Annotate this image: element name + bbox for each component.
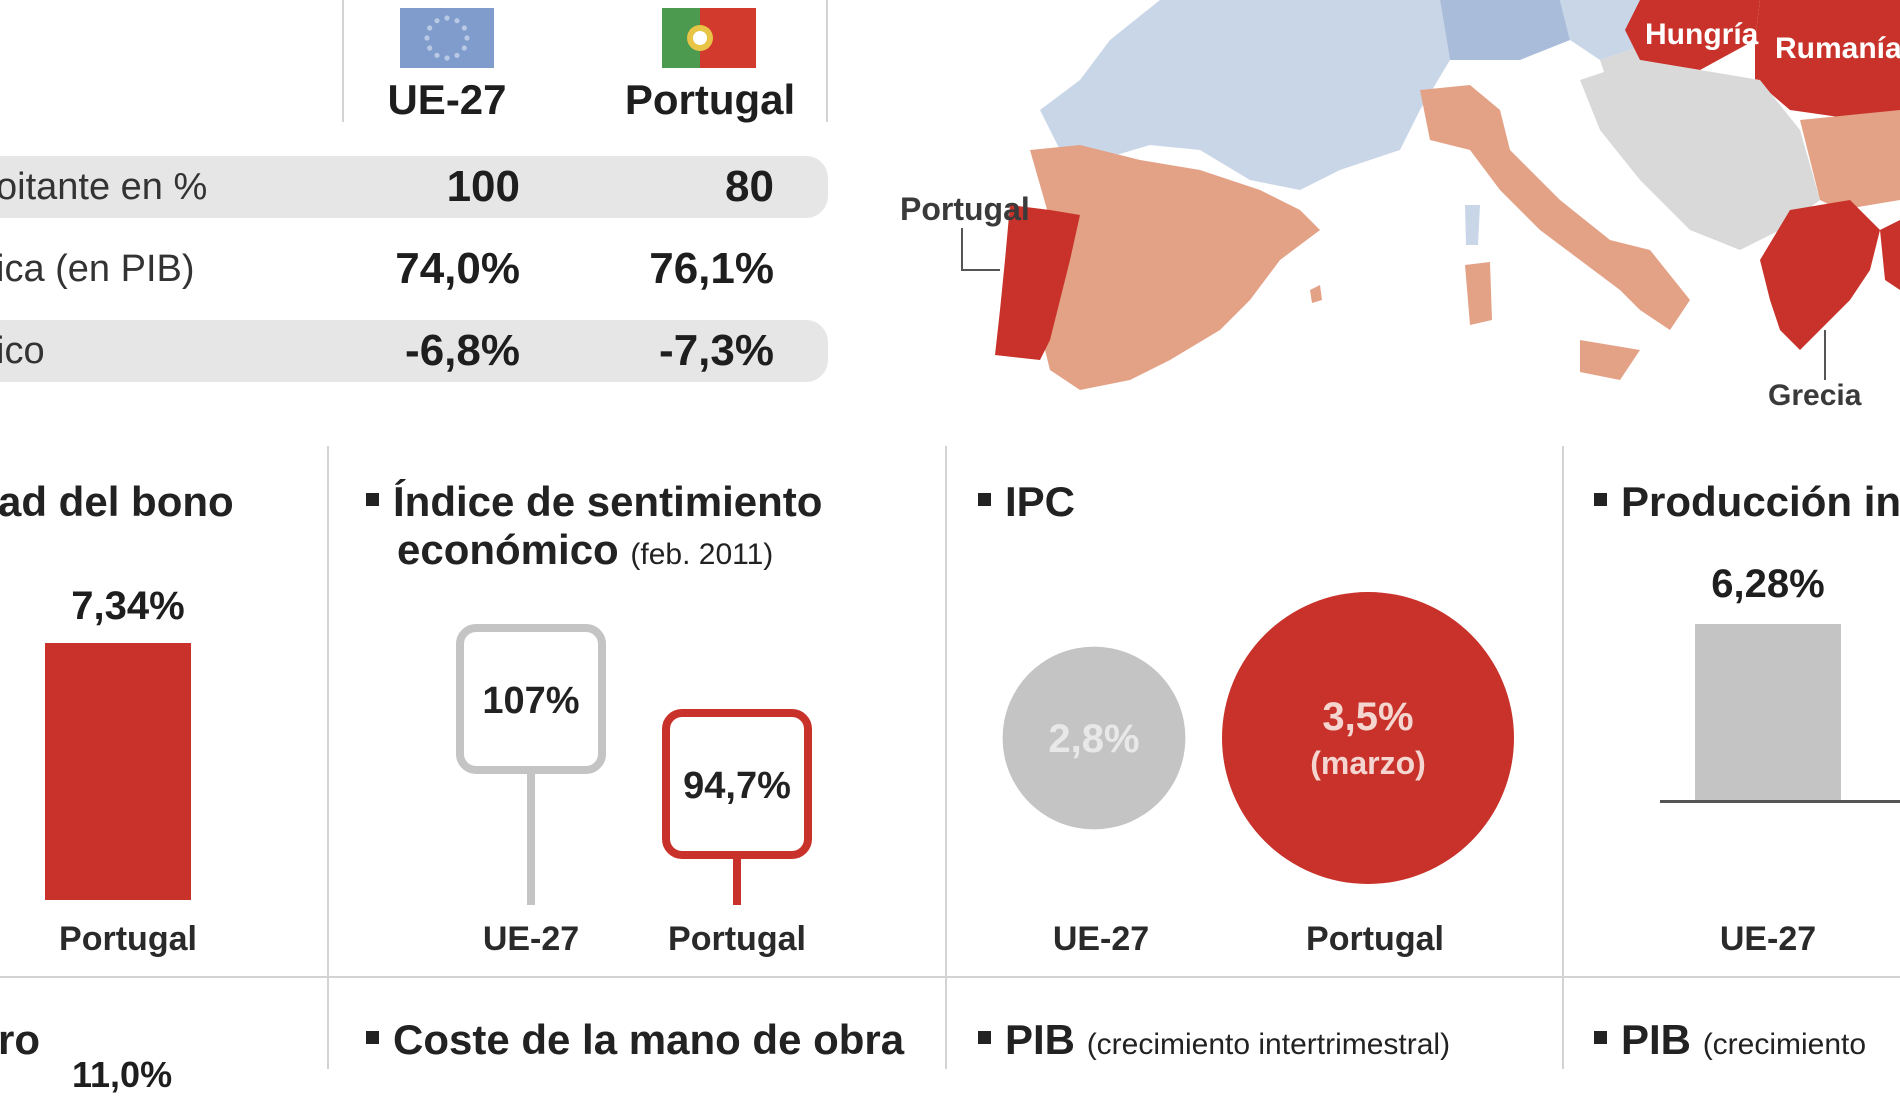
bottom-title-1: ro bbox=[0, 1016, 40, 1063]
panel-title-ipc: IPC bbox=[978, 478, 1075, 526]
bottom-title-2: Coste de la mano de obra bbox=[366, 1016, 904, 1064]
cat-label-prod-ue: UE-27 bbox=[1719, 920, 1817, 958]
bar-bono-pt bbox=[45, 643, 191, 900]
bullet-icon bbox=[978, 493, 991, 507]
eu-flag-icon bbox=[400, 8, 494, 68]
panel-title-sentimiento: Índice de sentimiento bbox=[366, 478, 822, 526]
bubble-ue bbox=[1002, 646, 1186, 830]
bottom-title-3: PIB (crecimiento intertrimestral) bbox=[978, 1016, 1450, 1064]
table-row: oitante en % 100 80 bbox=[0, 156, 828, 218]
table-row: ica (en PIB) 74,0% 76,1% bbox=[0, 238, 828, 300]
cat-label-bono-pt: Portugal bbox=[59, 920, 197, 958]
map-label-portugal: Portugal bbox=[900, 191, 1030, 227]
bullet-icon bbox=[366, 493, 379, 507]
bubble-pt bbox=[1222, 592, 1514, 884]
row-label: ico bbox=[0, 330, 45, 372]
value-label-sent-pt: 94,7% bbox=[683, 765, 791, 807]
row-value-pt: 80 bbox=[725, 162, 774, 211]
note-ipc-pt: (marzo) bbox=[1310, 745, 1426, 781]
marker-pt bbox=[662, 709, 812, 859]
map-label-rumania: Rumanía bbox=[1775, 32, 1900, 65]
bottom-value-1: 11,0% bbox=[72, 1054, 173, 1095]
bullet-icon bbox=[366, 1031, 379, 1045]
row-value-ue: 100 bbox=[446, 162, 520, 211]
row-label: ica (en PIB) bbox=[0, 248, 195, 290]
bubble-chart: 2,8% 3,5% (marzo) bbox=[1002, 592, 1514, 884]
row-value-ue: 74,0% bbox=[395, 244, 520, 293]
row-label: oitante en % bbox=[0, 166, 208, 208]
cat-label-sent-ue: UE-27 bbox=[482, 920, 580, 958]
baseline bbox=[1660, 800, 1900, 803]
panel-title-bono: ad del bono bbox=[0, 478, 234, 525]
bottom-title-4: PIB (crecimiento bbox=[1594, 1016, 1866, 1064]
marker-ue bbox=[456, 624, 606, 774]
panel-title-produccion: Producción in bbox=[1594, 478, 1900, 526]
cat-label-sent-pt: Portugal bbox=[668, 920, 806, 958]
row-value-pt: -7,3% bbox=[659, 326, 774, 375]
row-value-pt: 76,1% bbox=[649, 244, 774, 293]
bullet-icon bbox=[1594, 493, 1607, 507]
value-label-bono-pt: 7,34% bbox=[71, 584, 185, 628]
bullet-icon bbox=[978, 1031, 991, 1045]
value-label-sent-ue: 107% bbox=[482, 680, 579, 722]
lollipop-chart: 107% 94,7% bbox=[456, 624, 812, 905]
europe-map: Hungría Rumanía Portugal Grecia bbox=[900, 0, 1900, 412]
map-label-grecia: Grecia bbox=[1768, 379, 1862, 412]
bar-prod-ue bbox=[1695, 624, 1841, 800]
value-label-ipc-ue: 2,8% bbox=[1048, 717, 1139, 761]
value-label-ipc-pt: 3,5% bbox=[1322, 695, 1413, 739]
map-label-hungria: Hungría bbox=[1645, 18, 1759, 51]
bullet-icon bbox=[1594, 1031, 1607, 1045]
table-row: ico -6,8% -7,3% bbox=[0, 320, 828, 382]
col-header-ue: UE-27 bbox=[387, 76, 507, 123]
col-header-pt: Portugal bbox=[624, 76, 796, 123]
panel-subtitle-sentimiento: económico (feb. 2011) bbox=[397, 526, 774, 573]
row-value-ue: -6,8% bbox=[405, 326, 520, 375]
portugal-flag-icon bbox=[662, 8, 756, 68]
value-label-prod-ue: 6,28% bbox=[1711, 562, 1825, 606]
cat-label-ipc-ue: UE-27 bbox=[1052, 920, 1150, 958]
cat-label-ipc-pt: Portugal bbox=[1306, 920, 1444, 958]
